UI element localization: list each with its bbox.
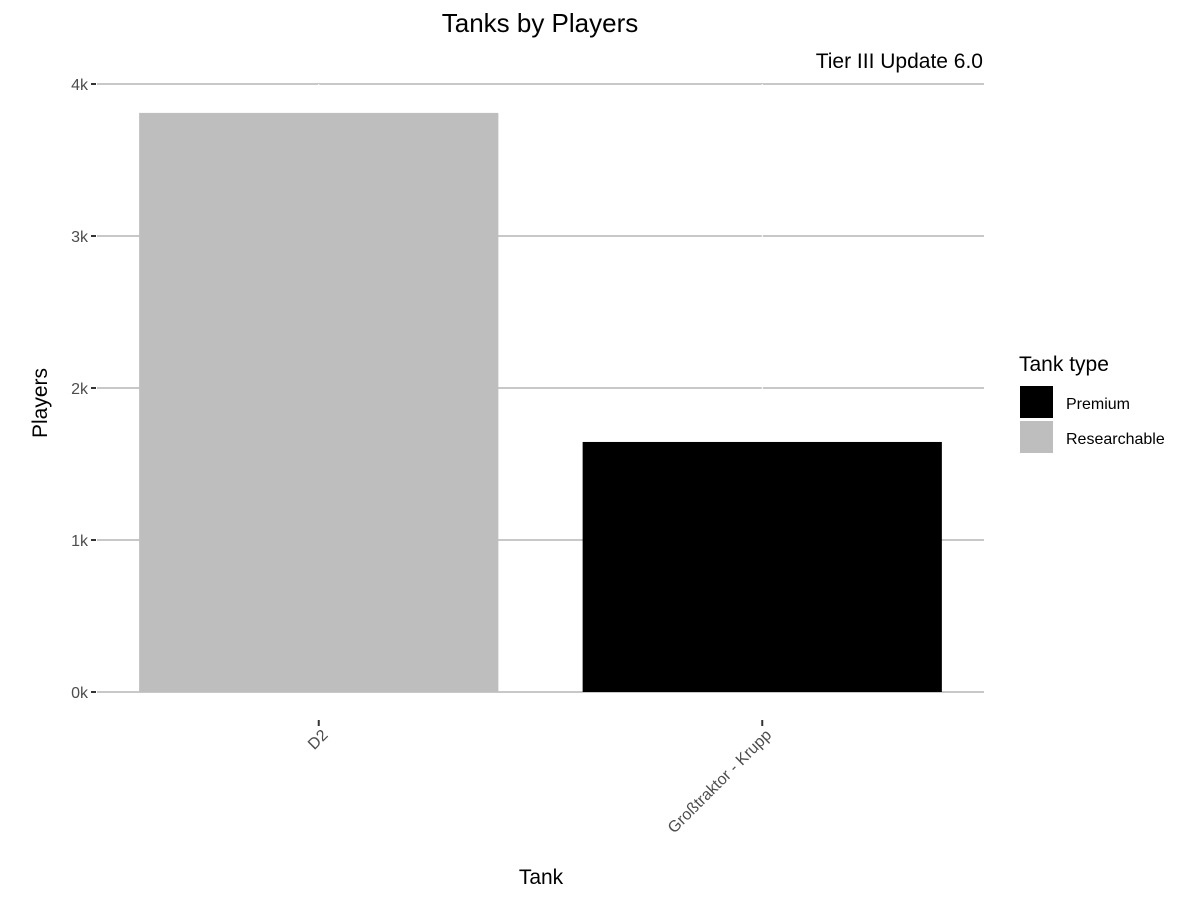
y-tick-label: 3k [71, 229, 89, 246]
chart-title: Tanks by Players [442, 8, 639, 38]
bars [139, 112, 942, 692]
bar [582, 441, 942, 692]
legend-label: Researchable [1066, 431, 1165, 448]
y-tick-label: 1k [71, 533, 89, 550]
chart-subtitle: Tier III Update 6.0 [816, 50, 983, 73]
x-tick-label: Großtraktor - Krupp [665, 727, 775, 837]
legend-swatch [1020, 421, 1053, 453]
x-tick-label: D2 [305, 727, 332, 754]
y-tick-label: 0k [71, 685, 89, 702]
legend: Tank type Premium Researchable [1019, 353, 1165, 453]
y-axis-title: Players [29, 368, 52, 438]
bar [139, 112, 499, 692]
legend-label: Premium [1066, 396, 1130, 413]
x-axis-title: Tank [519, 866, 564, 889]
x-axis: D2 Großtraktor - Krupp [305, 720, 775, 837]
legend-title: Tank type [1019, 353, 1109, 376]
y-tick-label: 2k [71, 381, 89, 398]
y-axis: 0k 1k 2k 3k 4k [71, 77, 96, 702]
y-tick-label: 4k [71, 77, 89, 94]
legend-swatch [1020, 386, 1053, 418]
